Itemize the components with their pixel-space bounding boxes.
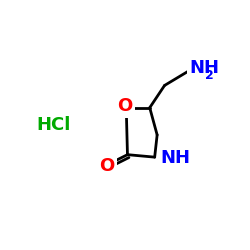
Text: 2: 2 [205, 68, 214, 82]
Text: NH: NH [189, 59, 219, 77]
Text: NH: NH [161, 149, 191, 168]
Text: O: O [118, 98, 132, 116]
Text: HCl: HCl [36, 116, 70, 134]
Text: O: O [99, 157, 114, 175]
